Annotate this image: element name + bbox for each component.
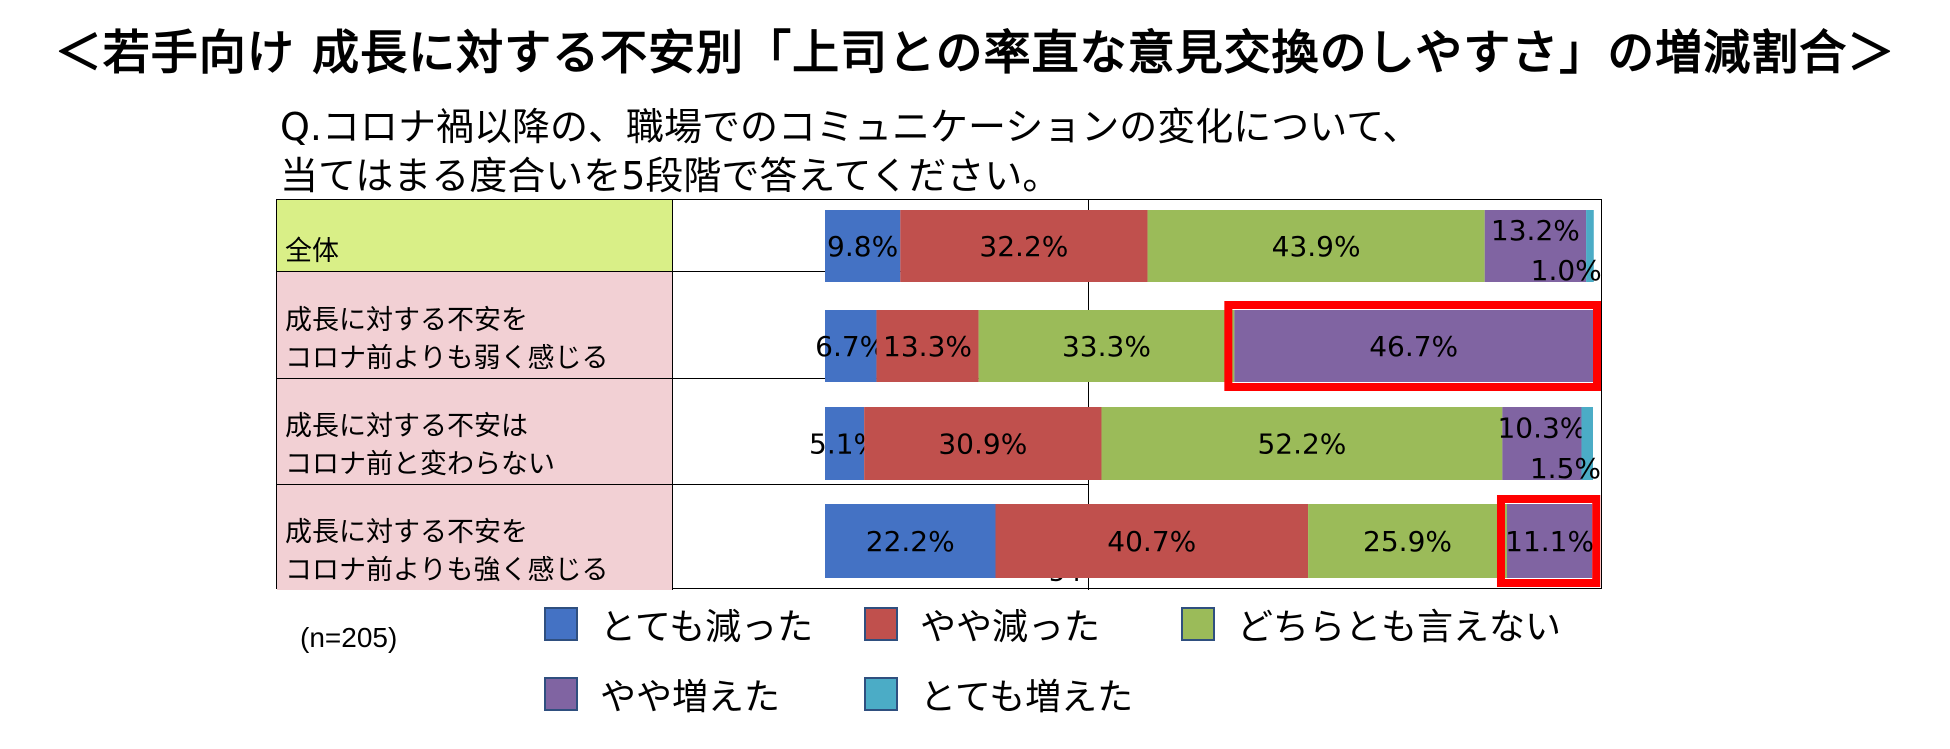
category-label: 成長に対する不安をコロナ前よりも弱く感じる (277, 271, 673, 378)
row-divider (277, 271, 1089, 272)
bar-segment (1308, 504, 1507, 578)
bar-segment (1506, 504, 1593, 578)
bar-segment (825, 310, 877, 382)
legend-item: やや増えた (544, 668, 780, 720)
legend-swatch (864, 607, 898, 641)
sample-size-note: (n=205) (300, 622, 398, 653)
bar-plot: 9.8% 32.2% 43.9% 13.2% 1.0% 6.7%13.3% 33.3% 46.… (809, 210, 1602, 587)
bar-segment (825, 210, 901, 282)
legend-label: とても減った (600, 607, 814, 648)
data-label: 22.2% (866, 525, 955, 558)
bar-segment (876, 310, 979, 382)
category-label: 全体 (277, 200, 673, 271)
table-row: 成長に対する不安をコロナ前よりも弱く感じる15 (277, 271, 1603, 378)
chart-title: ＜若手向け 成長に対する不安別「上司との率直な意見交換のしやすさ」の増減割合＞ (54, 26, 1896, 81)
data-label: 10.3% (1497, 412, 1586, 445)
legend-item: どちらとも言えない (1181, 598, 1561, 650)
bar-segment (1101, 407, 1503, 480)
data-label: 1.5% (1530, 452, 1601, 485)
data-label: 30.9% (938, 428, 1027, 461)
data-label: 52.2% (1257, 428, 1346, 461)
category-label-line: 全体 (285, 236, 339, 267)
row-divider (277, 484, 1089, 485)
data-label: 40.7% (1107, 525, 1196, 558)
row-divider (277, 378, 1089, 379)
bar-segment (978, 310, 1235, 382)
legend-swatch (544, 677, 578, 711)
category-label-line: 成長に対する不安を (285, 305, 528, 336)
table-row: 全体205 (277, 200, 1603, 271)
bar-segment (1581, 407, 1593, 480)
question-line-1: Q.コロナ禍以降の、職場でのコミュニケーションの変化について、 (280, 105, 1421, 149)
chart-table: 全体205成長に対する不安をコロナ前よりも弱く感じる15成長に対する不安はコロナ… (276, 199, 1603, 590)
legend-item: とても減った (544, 598, 813, 650)
data-label: 25.9% (1363, 525, 1452, 558)
table-row: 成長に対する不安をコロナ前よりも強く感じる54 (277, 484, 1603, 590)
bar-segment (900, 210, 1148, 282)
bar-segment (825, 504, 996, 578)
legend-label: やや減った (920, 607, 1101, 648)
data-label: 32.2% (979, 230, 1068, 263)
bar-segment (1234, 310, 1593, 382)
legend-swatch (544, 607, 578, 641)
highlight-box (1224, 301, 1601, 391)
category-label-line: コロナ前よりも強く感じる (285, 555, 609, 586)
bar-segment (1484, 210, 1587, 282)
bar-segment (995, 504, 1309, 578)
data-label: 9.8% (827, 230, 898, 263)
category-label-line: 成長に対する不安を (285, 517, 528, 548)
legend-label: やや増えた (600, 677, 781, 718)
legend-item: やや減った (864, 598, 1100, 650)
category-label: 成長に対する不安は コロナ前と変わらない (277, 378, 673, 484)
legend-swatch (1181, 607, 1215, 641)
highlight-box (1496, 495, 1601, 587)
bar-segment (864, 407, 1102, 480)
data-label: 43.9% (1272, 230, 1361, 263)
category-label-line: コロナ前と変わらない (285, 449, 555, 480)
bar-segment (1502, 407, 1582, 480)
data-label: 13.3% (883, 330, 972, 363)
legend-item: とても増えた (864, 668, 1133, 720)
category-label-line: 成長に対する不安は (285, 411, 528, 442)
bar-segment (1586, 210, 1594, 282)
table-row: 成長に対する不安はコロナ前と変わらない136 (277, 378, 1603, 484)
data-label: 6.7% (815, 330, 886, 363)
category-label: 成長に対する不安をコロナ前よりも強く感じる (277, 484, 673, 590)
bar-segment (1147, 210, 1485, 282)
legend-swatch (864, 677, 898, 711)
data-label: 33.3% (1062, 330, 1151, 363)
legend-label: どちらとも言えない (1237, 607, 1562, 648)
question-line-2: 当てはまる度合いを5段階で答えてください。 (280, 154, 1061, 198)
category-label-line: コロナ前よりも弱く感じる (285, 343, 609, 374)
data-label: 46.7% (1369, 330, 1458, 363)
data-label: 13.2% (1491, 214, 1580, 247)
data-label: 1.0% (1531, 254, 1602, 287)
legend-label: とても増えた (920, 677, 1134, 718)
data-label: 11.1% (1505, 525, 1594, 558)
bar-segment (825, 407, 865, 480)
